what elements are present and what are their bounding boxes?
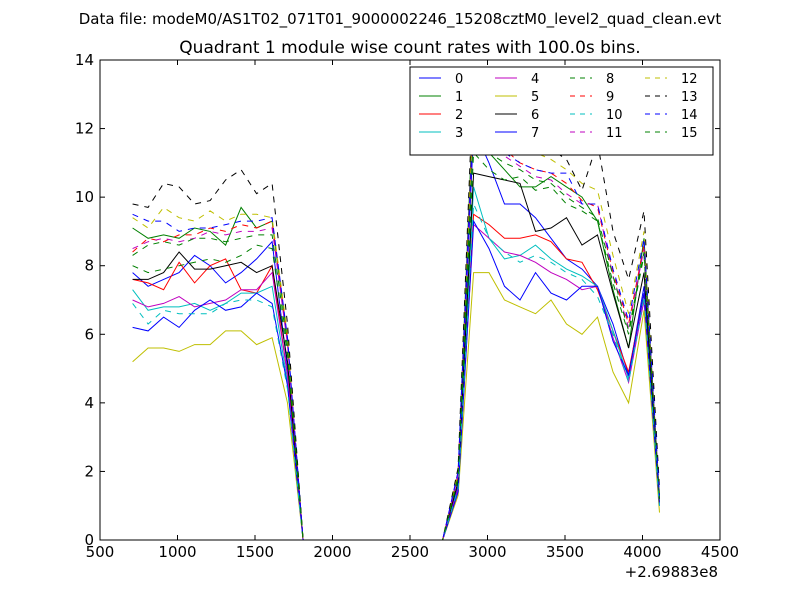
x-tick-label: 4000 xyxy=(623,543,661,561)
legend-entry-6: 6 xyxy=(495,108,539,123)
legend-entry-3: 3 xyxy=(419,126,463,141)
legend-label: 5 xyxy=(531,90,539,105)
y-tick-label: 12 xyxy=(75,120,94,138)
legend-label: 2 xyxy=(455,108,463,123)
x-tick-label: 3500 xyxy=(546,543,584,561)
series-line-10 xyxy=(132,203,660,541)
y-tick-label: 10 xyxy=(75,188,94,206)
legend-entry-8: 8 xyxy=(570,72,614,87)
x-tick-label: 1000 xyxy=(158,543,196,561)
legend-entry-2: 2 xyxy=(419,108,463,123)
legend-entry-1: 1 xyxy=(419,90,463,105)
figure-suptitle: Data file: modeM0/AS1T02_071T01_90000022… xyxy=(79,10,722,29)
x-tick-label: 500 xyxy=(86,543,115,561)
series-line-14 xyxy=(132,109,660,541)
x-tick-label: 2500 xyxy=(391,543,429,561)
legend-entry-0: 0 xyxy=(419,72,463,87)
chart-title: Quadrant 1 module wise count rates with … xyxy=(179,38,640,58)
legend-label: 13 xyxy=(681,90,698,105)
plot-area: 500 1000 1500 2000 2500 3000 3500 4000 4500 0 2 4 6 8… xyxy=(75,51,739,561)
y-tick-label: 6 xyxy=(84,325,94,343)
legend-entry-4: 4 xyxy=(495,72,539,87)
legend-label: 7 xyxy=(531,126,539,141)
ticks-layer: 500 1000 1500 2000 2500 3000 3500 4000 4500 0 2 4 6 8… xyxy=(75,51,739,561)
x-tick-label: 3000 xyxy=(468,543,506,561)
y-tick-label: 4 xyxy=(84,394,94,412)
legend-label: 12 xyxy=(681,72,698,87)
x-offset-label: +2.69883e8 xyxy=(625,563,718,581)
y-tick-label: 14 xyxy=(75,51,94,69)
legend-label: 3 xyxy=(455,126,463,141)
legend-entry-15: 15 xyxy=(645,126,698,141)
legend-entry-13: 13 xyxy=(645,90,698,105)
legend-frame xyxy=(409,66,714,156)
legend-label: 1 xyxy=(455,90,463,105)
legend-label: 4 xyxy=(531,72,539,87)
x-tick-label: 4500 xyxy=(701,543,739,561)
x-tick-label: 2000 xyxy=(313,543,351,561)
legend-entry-9: 9 xyxy=(570,90,614,105)
y-tick-label: 0 xyxy=(84,531,94,549)
y-tick-label: 8 xyxy=(84,257,94,275)
legend-entry-5: 5 xyxy=(495,90,539,105)
legend-label: 9 xyxy=(606,90,614,105)
legend-label: 11 xyxy=(606,126,623,141)
legend-entry-10: 10 xyxy=(570,108,623,123)
y-tick-label: 2 xyxy=(84,462,94,480)
x-tick-label: 1500 xyxy=(236,543,274,561)
legend-label: 8 xyxy=(606,72,614,87)
legend-entry-11: 11 xyxy=(570,126,623,141)
legend-label: 14 xyxy=(681,108,698,123)
legend-label: 6 xyxy=(531,108,539,123)
legend-label: 10 xyxy=(606,108,623,123)
legend-label: 0 xyxy=(455,72,463,87)
legend-label: 15 xyxy=(681,126,698,141)
legend-entry-7: 7 xyxy=(495,126,539,141)
legend-entry-12: 12 xyxy=(645,72,698,87)
legend-entry-14: 14 xyxy=(645,108,698,123)
